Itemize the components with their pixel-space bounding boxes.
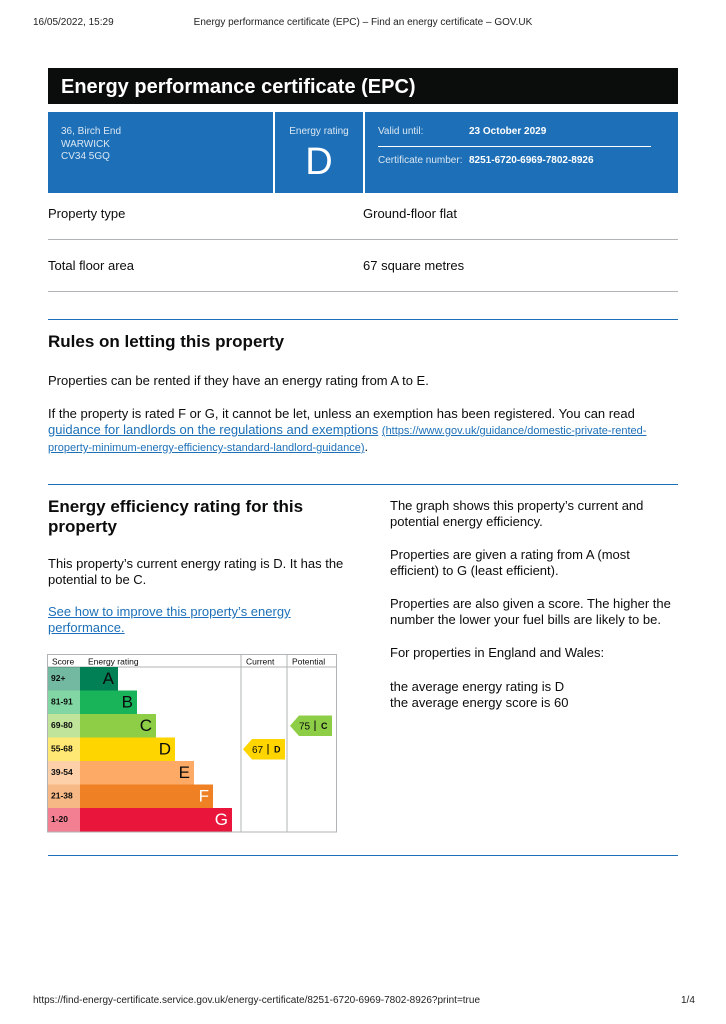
address: 36, Birch End WARWICK CV34 5GQ [61,126,121,164]
row-divider [48,239,678,240]
guidance-link[interactable]: guidance for landlords on the regulation… [48,422,379,437]
band-letter: E [179,763,190,782]
band-score: 1-20 [51,814,68,824]
note: Properties are also given a score. The h… [390,596,671,627]
band-score: 92+ [51,673,65,683]
rating-letter: C [321,721,328,731]
band-bar [80,808,232,832]
average: the average energy rating is D [390,679,565,694]
divider [363,112,365,193]
address-line: WARWICK [61,138,110,150]
table-value: Ground-floor flat [363,206,457,221]
title: Energy performance certificate (EPC) [61,76,416,98]
score-cell [48,761,80,785]
address-line: CV34 5GQ [61,151,110,162]
note: The graph shows this property’s current … [390,498,644,529]
band-letter: C [140,716,152,735]
notes: The graph shows this property’s current … [390,498,682,711]
address-line: 36, Birch End [61,126,122,137]
cert-number: 8251-6720-6969-7802-8926 [469,155,594,166]
band-score: 81-91 [51,697,73,707]
band-letter: B [122,693,133,712]
rating-score: 75 [299,721,311,732]
text: If the property is rated F or G, it cann… [48,406,635,421]
band-bar [80,667,118,691]
footer-url: https://find-energy-certificate.service.… [33,995,481,1006]
band-score: 69-80 [51,720,73,730]
paragraph: Properties can be rented if they have an… [48,373,429,388]
divider [378,146,651,147]
title-bar: Energy performance certificate (EPC) [48,68,678,104]
print-title: Energy performance certificate (EPC) – F… [193,17,533,28]
note: Properties are given a rating from A (mo… [390,547,630,578]
band-score: 39-54 [51,767,73,777]
summary-box: 36, Birch End WARWICK CV34 5GQ Energy ra… [48,112,678,193]
column-header: Potential [292,656,325,666]
band-bar [80,690,137,714]
guidance-url[interactable]: (https://www.gov.uk/guidance/domestic-pr… [48,425,647,454]
table-key: Property type [48,206,126,221]
section-divider [48,319,678,320]
rating: D [305,141,333,183]
column-header: Score [52,656,74,666]
paragraph: If the property is rated F or G, it cann… [48,406,680,456]
band-score: 21-38 [51,791,73,801]
band-letter: A [103,669,115,688]
column-header: Energy rating [88,656,139,666]
band-letter: F [199,787,209,806]
band-letter: D [159,740,171,759]
epc-chart: Score Energy rating Current Potential 92+ A 81… [47,654,337,833]
rating-label: Energy rating [289,126,349,137]
row-divider [48,291,678,292]
note: For properties in England and Wales: [390,645,605,660]
divider [273,112,275,193]
section-divider [48,855,678,856]
valid-until: 23 October 2029 [469,126,547,137]
band-letter: G [215,810,228,829]
score-cell [48,737,80,761]
rating-arrow [290,715,332,736]
score-cell [48,667,80,691]
band-bar [80,784,213,808]
band-score: 55-68 [51,744,73,754]
print-datetime: 16/05/2022, 15:29 [33,17,114,28]
band-bar [80,761,194,785]
score-cell [48,714,80,738]
rating-letter: D [274,745,281,755]
section-heading: Rules on letting this property [48,332,285,351]
score-cell [48,784,80,808]
rating-score: 67 [252,745,264,756]
score-cell [48,808,80,832]
section-heading: Energy efficiency rating for this proper… [48,497,304,536]
score-cell [48,690,80,714]
text: . [364,439,369,454]
column-header: Current [246,656,275,666]
average: the average energy score is 60 [390,695,569,710]
chart-frame [47,654,337,833]
table-value: 67 square metres [363,258,465,273]
paragraph: This property’s current energy rating is… [48,556,344,587]
band-bar [80,737,175,761]
improve-link[interactable]: See how to improve this property’s energ… [48,604,291,635]
page-number: 1/4 [681,995,695,1006]
table-key: Total floor area [48,258,134,273]
band-bar [80,714,156,738]
valid-label: Valid until: [378,126,424,137]
cert-label: Certificate number: [378,155,463,166]
section-divider [48,484,678,485]
rating-arrow [243,739,285,760]
